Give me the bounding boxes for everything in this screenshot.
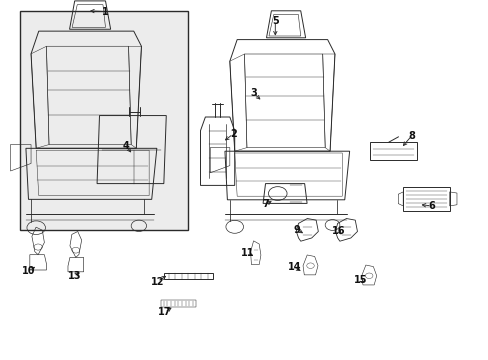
Text: 12: 12	[150, 276, 164, 287]
Text: 17: 17	[158, 307, 171, 317]
Text: 7: 7	[262, 199, 268, 210]
Text: 4: 4	[122, 141, 129, 151]
Text: 5: 5	[271, 15, 278, 26]
Text: 9: 9	[293, 225, 300, 235]
Text: 2: 2	[229, 129, 236, 139]
Bar	[20, 11, 188, 230]
Text: 10: 10	[21, 266, 35, 276]
Text: 8: 8	[407, 131, 414, 141]
Text: 1: 1	[102, 6, 108, 17]
Text: 6: 6	[427, 201, 434, 211]
Text: 14: 14	[287, 262, 301, 272]
Text: 15: 15	[353, 275, 366, 285]
Text: 3: 3	[249, 88, 256, 98]
Text: 11: 11	[241, 248, 254, 258]
Text: 13: 13	[68, 271, 81, 281]
Text: 16: 16	[331, 226, 345, 236]
